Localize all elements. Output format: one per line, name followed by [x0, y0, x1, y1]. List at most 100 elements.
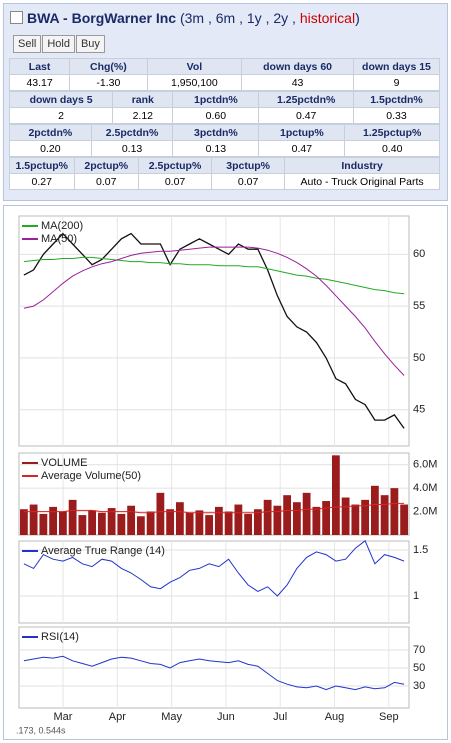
series-line	[23, 246, 405, 376]
y-tick-label: 4.0M	[413, 482, 437, 494]
cell: 0.07	[137, 173, 213, 190]
volume-bar	[214, 506, 223, 535]
y-tick-label: 55	[413, 300, 425, 312]
volume-bar	[68, 499, 77, 535]
button[interactable]: Buy	[75, 35, 105, 53]
range-link[interactable]: 3m	[184, 10, 205, 26]
cell: 0.20	[9, 140, 92, 157]
volume-bar	[253, 509, 262, 535]
header-cell: 1.5pctup%	[9, 157, 75, 174]
y-tick-label: 1.5	[413, 544, 428, 556]
cell: Auto - Truck Original Parts	[284, 173, 440, 190]
button[interactable]: Hold	[42, 35, 75, 53]
legend-label: MA(200)	[41, 220, 83, 232]
header-cell: 1.25pctup%	[344, 124, 440, 141]
volume-bar	[127, 505, 136, 535]
volume-bar	[244, 513, 253, 535]
x-tick-label: Jun	[217, 711, 235, 723]
legend-label: MA(50)	[41, 233, 77, 245]
header-row: Last Chg(%) Vol down days 60 down days 15	[8, 58, 441, 75]
volume-bar	[370, 485, 379, 535]
header-cell: Industry	[284, 157, 440, 174]
range-link[interactable]: 1y	[235, 10, 261, 26]
header-row: down days 5 rank 1pctdn% 1.25pctdn% 1.5pctdn…	[8, 91, 441, 108]
cell: 1,950,100	[146, 74, 243, 91]
volume-bar	[263, 499, 272, 535]
cell: 0.07	[73, 173, 139, 190]
header-cell: 1.25pctdn%	[258, 91, 354, 108]
header-cell: down days 5	[8, 91, 114, 108]
y-tick-label: 60	[413, 248, 425, 260]
ticker-title: BWA - BorgWarner Inc	[27, 10, 177, 26]
cell: 0.60	[172, 107, 260, 124]
volume-bar	[400, 504, 409, 535]
y-tick-label: 1	[413, 590, 419, 602]
cell: 43.17	[8, 74, 71, 91]
y-tick-label: 2.0M	[413, 505, 437, 517]
volume-bar	[49, 506, 58, 535]
volume-bar	[39, 513, 48, 535]
series-line	[23, 256, 405, 295]
volume-bar	[341, 497, 350, 535]
cell: 9	[352, 74, 441, 91]
range-link[interactable]: 2y	[262, 10, 288, 26]
header-cell: 1pctup%	[258, 124, 346, 141]
series-line	[23, 540, 405, 597]
y-tick-label: 70	[413, 644, 425, 656]
cell: 0.33	[352, 107, 441, 124]
range-link[interactable]: 6m	[204, 10, 235, 26]
header-row: 1.5pctup% 2pctup% 2.5pctup% 3pctup% Industry	[9, 157, 440, 174]
cell: 0.07	[211, 173, 286, 190]
volume-bar	[29, 504, 38, 535]
checkbox[interactable]	[10, 11, 23, 24]
cell: 0.13	[90, 140, 174, 157]
y-tick-label: 45	[413, 404, 425, 416]
series-line	[23, 502, 405, 514]
legend-label: Average True Range (14)	[41, 545, 165, 557]
plot-area	[18, 540, 410, 624]
x-tick-label: Aug	[325, 711, 345, 723]
legend-label: Average Volume(50)	[41, 470, 141, 482]
plot-area	[18, 215, 410, 447]
range-link[interactable]: historical	[288, 10, 355, 26]
volume-bar	[107, 508, 116, 535]
cell: 2	[8, 107, 114, 124]
header-cell: down days 15	[352, 58, 441, 75]
legend-label: VOLUME	[41, 457, 87, 469]
volume-bar	[361, 499, 370, 535]
header-cell: Last	[8, 58, 71, 75]
volume-bar	[195, 510, 204, 535]
volume-bar	[380, 495, 389, 535]
header-cell: 3pctup%	[211, 157, 286, 174]
volume-bar	[136, 516, 145, 535]
header-cell: rank	[112, 91, 174, 108]
volume-bar	[117, 513, 126, 535]
volume-bar	[205, 515, 214, 535]
volume-bar	[185, 512, 194, 535]
volume-bar	[156, 492, 165, 535]
chart-panel: 45 50 55 60 MA(200) MA(50) 2.0M 4.0M 6.0M VOLUME A…	[3, 205, 448, 740]
cell: 0.27	[9, 173, 75, 190]
value-row: 0.20 0.13 0.13 0.47 0.40	[9, 140, 440, 157]
plot-area	[18, 452, 410, 536]
button[interactable]: Sell	[13, 35, 42, 53]
volume-bar	[351, 504, 360, 535]
charts: 45505560MA(200)MA(50)2.0M4.0M6.0MVOLUMEA…	[16, 215, 437, 735]
header-cell: Chg(%)	[69, 58, 148, 75]
header-cell: 3pctdn%	[172, 124, 260, 141]
volume-bar	[390, 488, 399, 535]
volume-bar	[292, 502, 301, 535]
table-block: 1.5pctup% 2pctup% 2.5pctup% 3pctup% Industry…	[9, 157, 440, 190]
volume-bar	[273, 505, 282, 535]
x-tick-label: Mar	[54, 711, 73, 723]
header-cell: 2.5pctdn%	[90, 124, 174, 141]
cell: 0.47	[258, 140, 346, 157]
volume-bar	[166, 509, 175, 535]
volume-bar	[175, 502, 184, 535]
title: BWA - BorgWarner Inc 3m6m1y2yhistorical	[10, 10, 360, 26]
x-tick-label: May	[161, 711, 182, 723]
y-tick-label: 6.0M	[413, 459, 437, 471]
y-tick-label: 50	[413, 662, 425, 674]
x-tick-label: Jul	[273, 711, 287, 723]
